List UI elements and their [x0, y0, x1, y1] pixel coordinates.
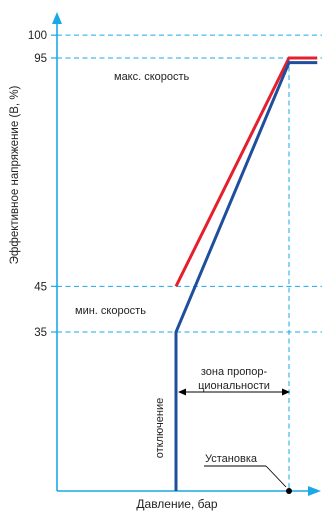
series-line-1	[174, 61, 318, 491]
guide-lines	[57, 34, 322, 491]
tick-label-100: 100	[28, 30, 47, 42]
cutoff-label: отключение	[154, 398, 166, 458]
x-axis-arrow	[308, 486, 321, 496]
y-axis-arrow	[52, 12, 62, 24]
tick-label-35: 35	[34, 327, 47, 339]
series-group	[174, 56, 318, 491]
tick-label-45: 45	[34, 281, 47, 293]
series-line-0	[174, 56, 318, 287]
prop-zone-arrow-right	[282, 388, 290, 396]
setpoint-leader	[265, 465, 287, 488]
prop-zone-label-2: циональности	[198, 380, 270, 392]
tick-label-95: 95	[34, 53, 47, 65]
max-speed-label: макс. скорость	[114, 71, 190, 83]
min-speed-label: мин. скорость	[75, 305, 146, 317]
y-ticks: 100 95 45 35	[28, 30, 57, 339]
setpoint-label: Установка	[205, 453, 258, 465]
x-axis-label: Давление, бар	[136, 497, 218, 511]
prop-zone-arrow-left	[178, 388, 186, 396]
y-axis-label: Эффективное напряжение (В, %)	[9, 85, 21, 264]
prop-zone-label-1: зона пропор-	[201, 366, 268, 378]
setpoint-marker	[286, 488, 292, 494]
